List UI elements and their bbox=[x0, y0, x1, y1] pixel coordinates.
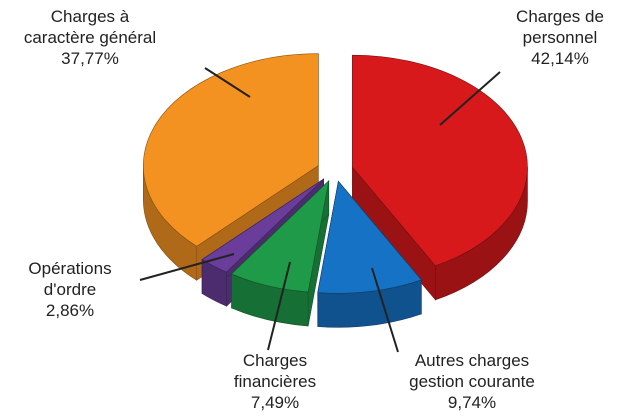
leader-line bbox=[439, 71, 501, 126]
slices bbox=[143, 53, 528, 328]
category-label: Autres charges gestion courante bbox=[409, 351, 535, 391]
leader-line bbox=[371, 267, 399, 353]
slice-top bbox=[317, 180, 422, 294]
slice-label: Charges financières 7,49% bbox=[175, 350, 375, 413]
value-label: 2,86% bbox=[45, 301, 95, 320]
value-label: 7,49% bbox=[250, 393, 300, 412]
value-label: 37,77% bbox=[61, 49, 119, 68]
leader-line bbox=[267, 261, 291, 351]
leader-line bbox=[139, 253, 235, 281]
slice-top bbox=[231, 179, 330, 293]
slice bbox=[317, 180, 422, 328]
slice-label: Autres charges gestion courante 9,74% bbox=[372, 350, 572, 413]
category-label: Opérations d'ordre bbox=[28, 259, 112, 299]
category-label: Charges financières bbox=[233, 351, 317, 391]
value-label: 9,74% bbox=[447, 393, 497, 412]
slice bbox=[231, 179, 330, 327]
slice bbox=[352, 54, 528, 301]
slice-top bbox=[352, 54, 528, 267]
category-label: Charges à caractère général bbox=[23, 7, 157, 47]
slice-top bbox=[201, 178, 324, 273]
leader-line bbox=[204, 67, 251, 98]
slice-label: Charges à caractère général 37,77% bbox=[0, 6, 190, 69]
slice-label: Charges de personnel 42,14% bbox=[460, 6, 631, 69]
value-label: 42,14% bbox=[531, 49, 589, 68]
slice-label: Opérations d'ordre 2,86% bbox=[0, 258, 170, 321]
slice-top bbox=[143, 53, 319, 247]
category-label: Charges de personnel bbox=[516, 7, 604, 47]
